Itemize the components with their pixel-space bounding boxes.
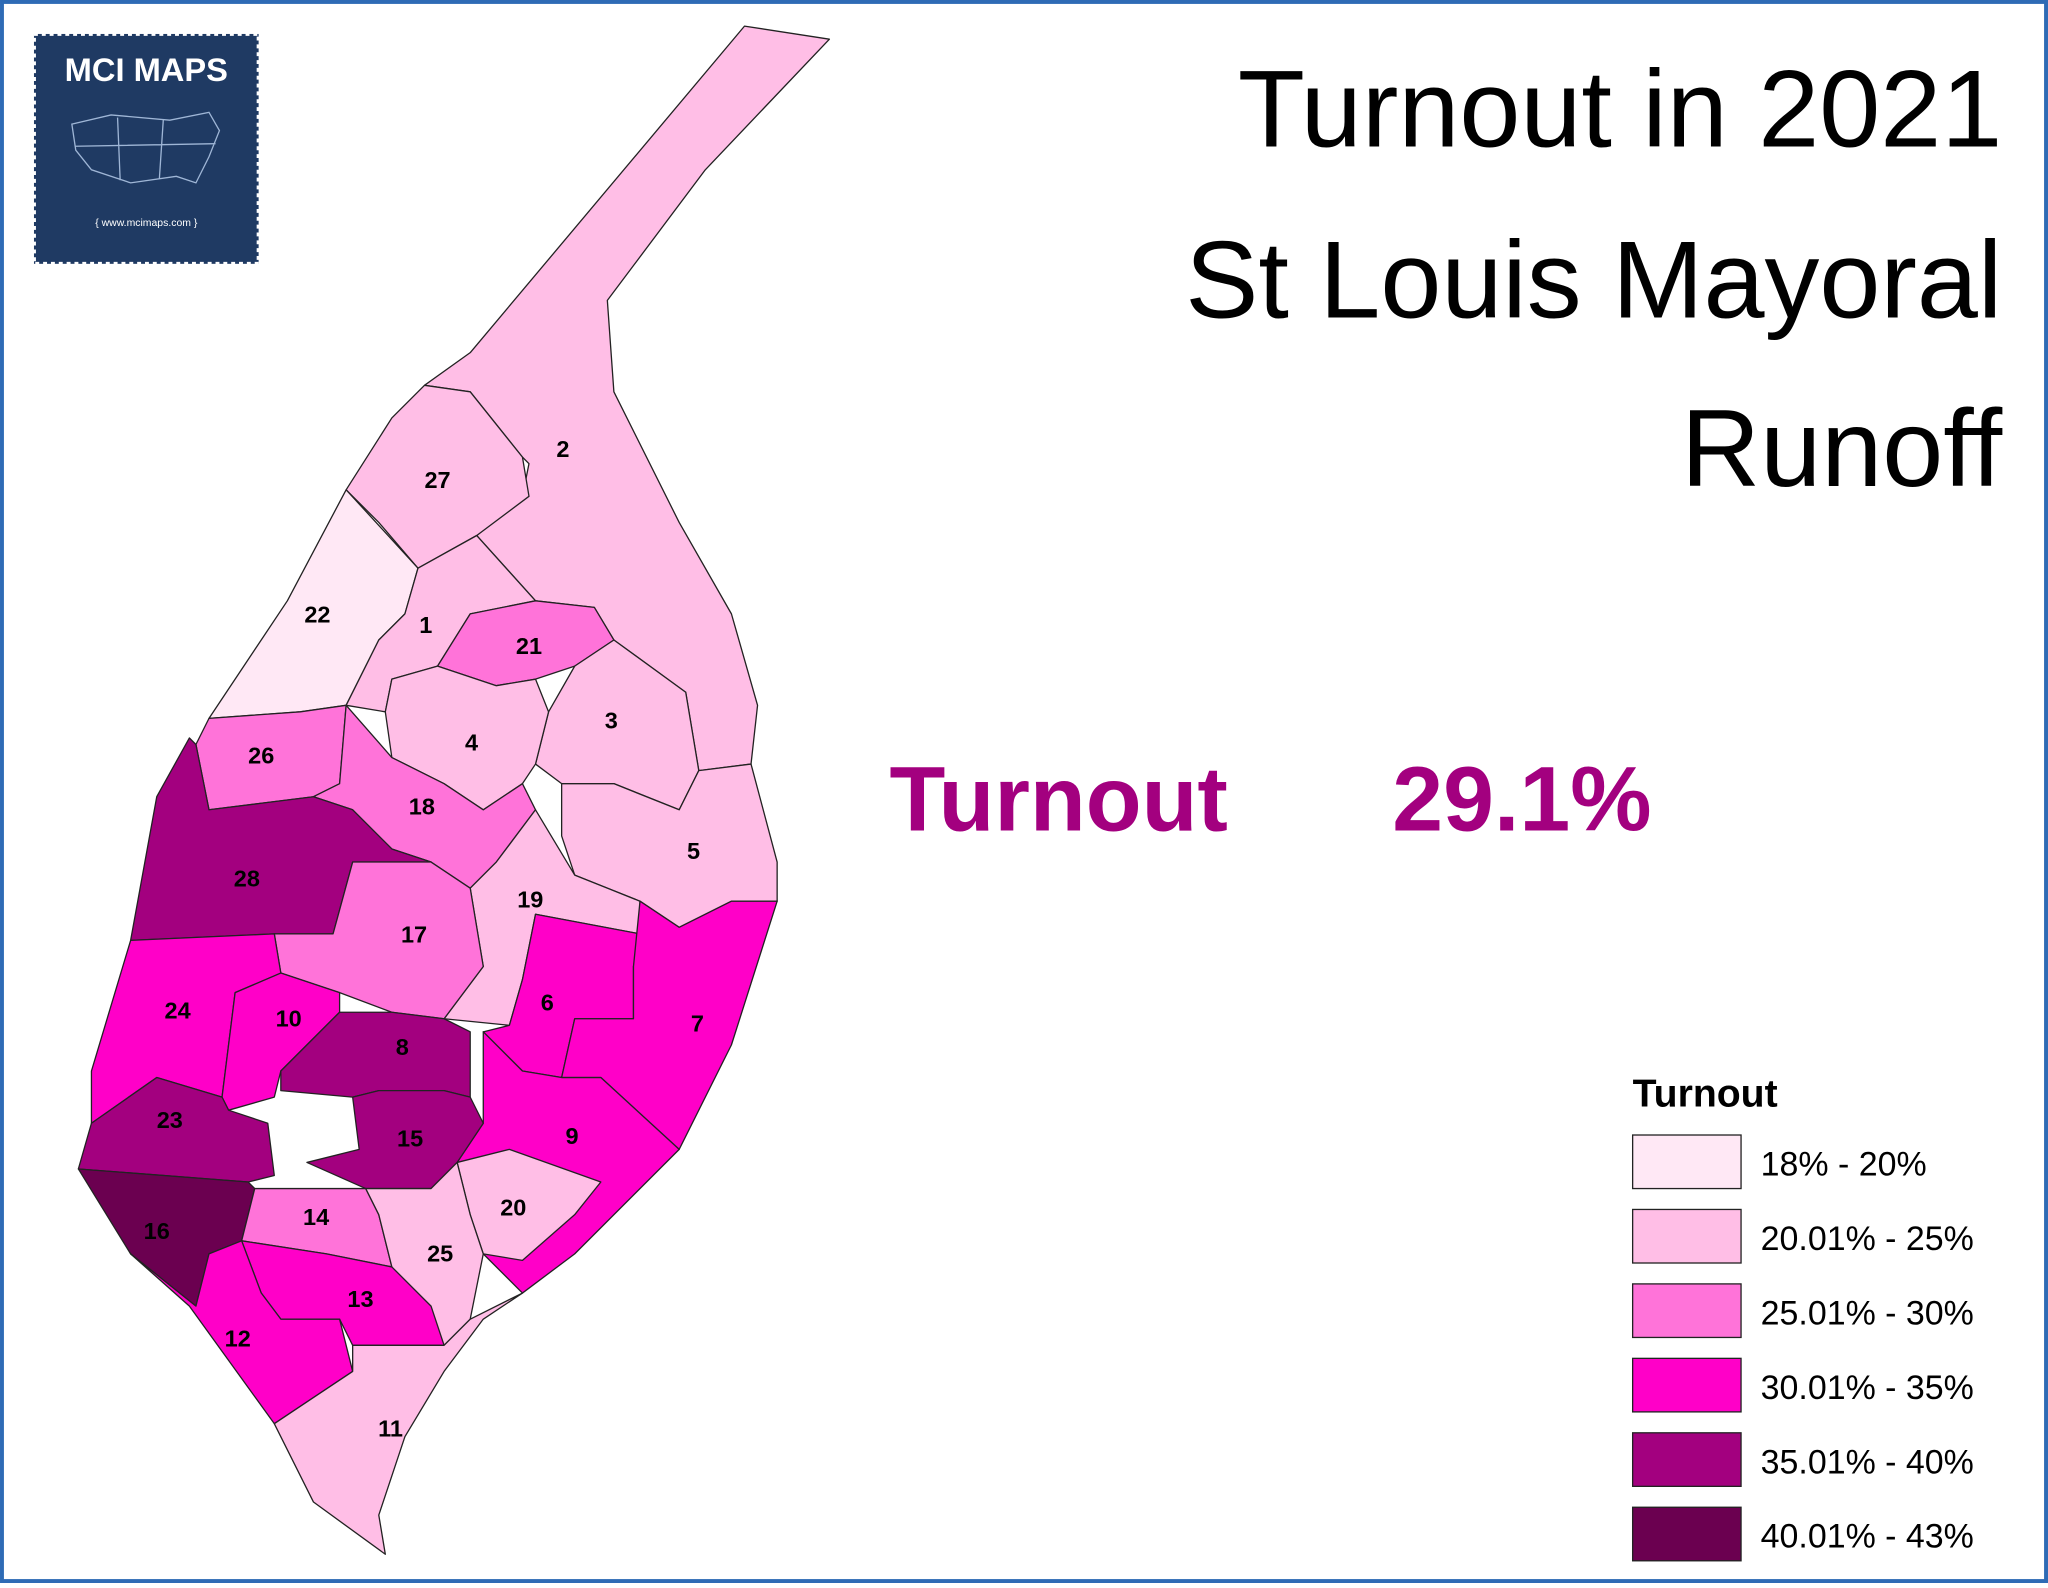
ward-label: 24 [165, 997, 191, 1023]
ward-label: 12 [225, 1325, 251, 1351]
summary-value: 29.1% [1392, 749, 1651, 851]
logo: MCI MAPS { www.mcimaps.com } [32, 31, 261, 266]
ward-label: 23 [157, 1107, 183, 1133]
ward-label: 11 [378, 1415, 403, 1441]
ward-label: 17 [401, 922, 427, 948]
ward-label: 18 [409, 794, 435, 820]
legend-swatch [1631, 1432, 1742, 1488]
ward-label: 6 [541, 990, 554, 1016]
ward-label: 2 [556, 436, 569, 462]
logo-box [32, 31, 261, 266]
logo-name: MCI MAPS [65, 51, 228, 88]
ward-label: 7 [691, 1010, 704, 1036]
legend-label: 35.01% - 40% [1761, 1443, 1974, 1481]
ward-label: 26 [248, 743, 274, 769]
wards [77, 25, 831, 1555]
logo-usa [71, 111, 221, 184]
ward [129, 1240, 354, 1425]
legend-swatch [1631, 1134, 1742, 1190]
ward-label: 21 [516, 633, 542, 659]
ward-label: 14 [303, 1204, 329, 1230]
legend-swatch [1631, 1283, 1742, 1339]
ward-label: 4 [465, 730, 478, 756]
legend-swatch [1631, 1208, 1742, 1264]
title-line: St Louis Mayoral [1185, 219, 2002, 341]
ward-label: 27 [424, 467, 450, 493]
ward [384, 665, 550, 811]
legend-title: Turnout [1633, 1072, 1778, 1115]
legend-label: 40.01% - 43% [1761, 1518, 1974, 1556]
legend-label: 25.01% - 30% [1761, 1294, 1974, 1332]
summary-label: Turnout [889, 749, 1227, 851]
title: Turnout in 2021 St Louis Mayoral Runoff [1185, 48, 2003, 510]
legend-swatch [1631, 1357, 1742, 1413]
ward-label: 16 [144, 1218, 170, 1244]
legend-swatch [1631, 1506, 1742, 1562]
ward-label: 22 [304, 602, 330, 628]
ward-label: 10 [276, 1005, 302, 1031]
ward-label: 19 [517, 886, 543, 912]
ward-label: 25 [427, 1240, 453, 1266]
ward-label: 8 [396, 1034, 409, 1060]
title-line: Turnout in 2021 [1238, 48, 2002, 170]
legend-label: 18% - 20% [1761, 1145, 1927, 1183]
title-line: Runoff [1681, 388, 2003, 510]
ward [273, 1292, 524, 1555]
ward-label: 20 [500, 1195, 526, 1221]
ward-label: 13 [347, 1286, 373, 1312]
ward-label: 1 [419, 612, 432, 638]
ward-label: 5 [687, 838, 700, 864]
ward-label: 9 [566, 1123, 579, 1149]
ward-label: 28 [234, 866, 260, 892]
ward-label: 3 [605, 707, 618, 733]
legend-label: 30.01% - 35% [1761, 1369, 1974, 1407]
legend-label: 20.01% - 25% [1761, 1220, 1974, 1258]
ward-label: 15 [397, 1125, 423, 1151]
legend: Turnout 18% - 20% 20.01% - 25% 25.01% - 30… [1631, 1072, 1974, 1562]
logo-url: { www.mcimaps.com } [95, 218, 198, 229]
